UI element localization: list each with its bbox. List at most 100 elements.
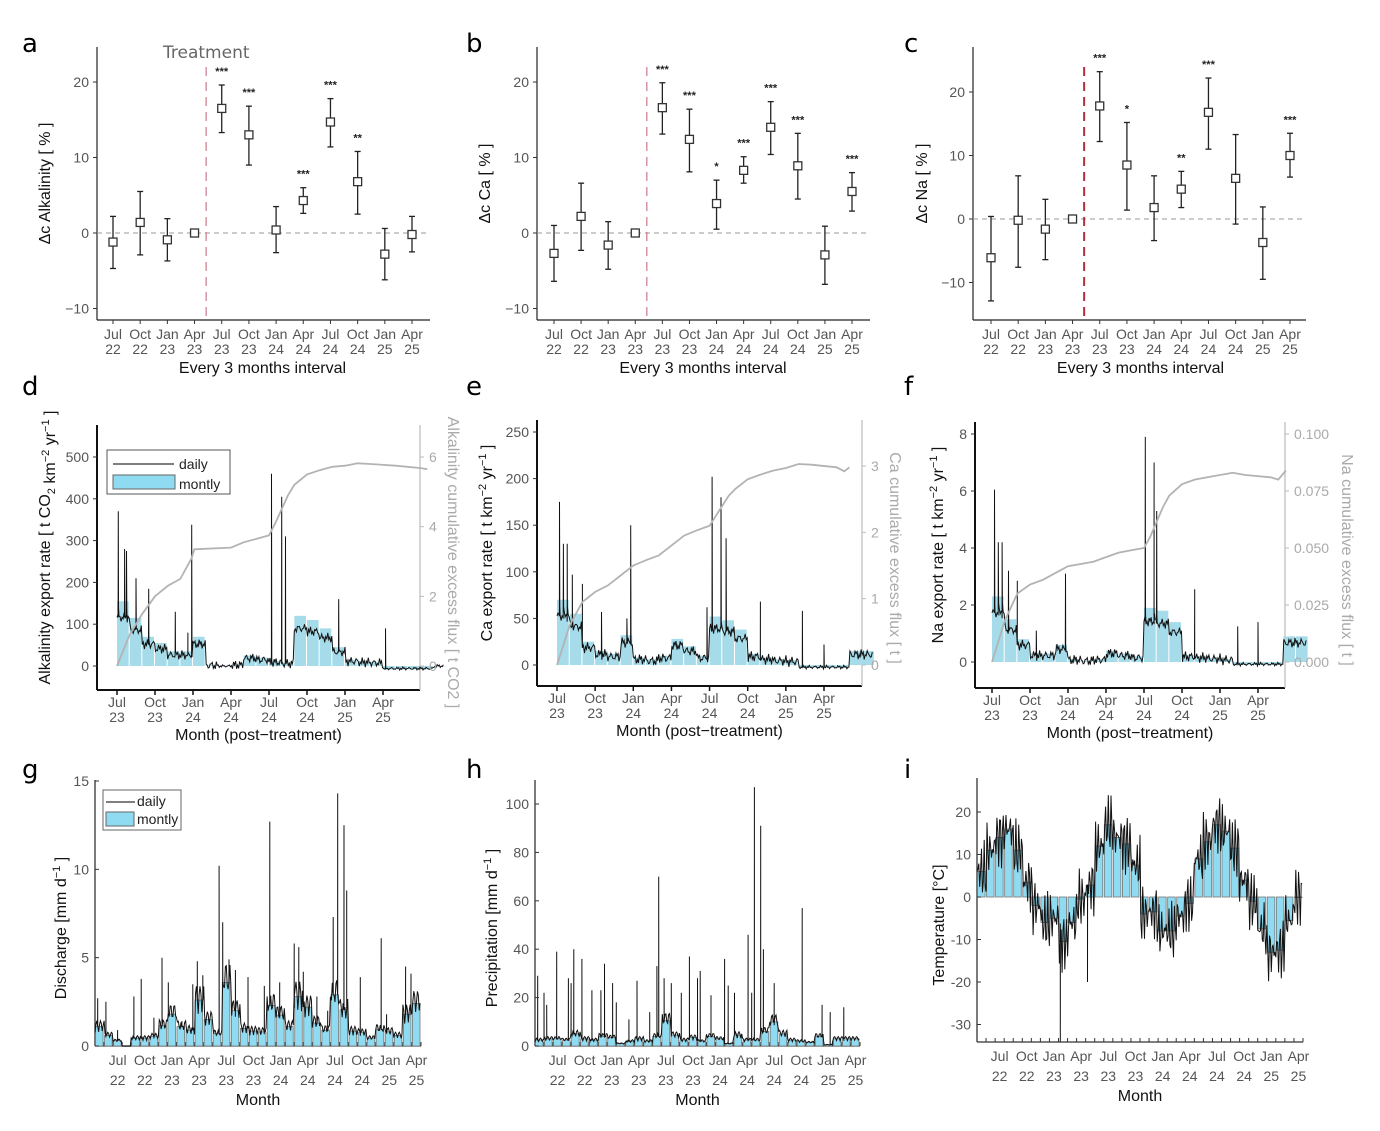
data-point-square (1013, 215, 1023, 225)
x-tick-label-month: Jul (1091, 326, 1109, 342)
x-tick-label-year: 23 (1101, 1068, 1117, 1084)
x-tick-label-month: Oct (296, 694, 318, 710)
x-tick-label-month: Oct (243, 1052, 265, 1068)
significance-marker: *** (1093, 53, 1107, 65)
monthly-bar (849, 651, 862, 665)
monthly-bar (842, 1038, 851, 1047)
x-tick-label-year: 25 (816, 705, 832, 721)
data-point-square (162, 235, 173, 245)
panel-b: 20100−10Jul22Oct22Jan23Apr23Jul23Oct23Ja… (477, 47, 870, 377)
x-tick-label-year: 23 (658, 1072, 674, 1088)
monthly-bar (218, 666, 230, 667)
x-tick-label-month: Apr (736, 1052, 758, 1068)
monthly-bar (1093, 659, 1105, 662)
monthly-bar (267, 1004, 276, 1047)
x-tick-label-month: Jul (548, 690, 566, 706)
data-point-square (576, 211, 586, 222)
x-tick-label-year: 23 (191, 1072, 207, 1088)
x-tick-label-month: Apr (1247, 692, 1269, 708)
monthly-bar (1212, 824, 1221, 898)
x-tick-label-month: Apr (1179, 1048, 1201, 1064)
x-tick-label-month: Jan (1252, 326, 1275, 342)
legend-monthly-label: montly (179, 476, 220, 492)
x-tick-label-year: 24 (794, 1072, 810, 1088)
x-tick-label-month: Jan (1151, 1048, 1174, 1064)
y-axis-title: Δc Alkalinity [ % ] (37, 123, 54, 245)
y-tick-label: 60 (513, 893, 529, 909)
x-tick-label-year: 23 (549, 705, 565, 721)
x-tick-label-year: 23 (187, 341, 203, 357)
x-tick-label-year: 25 (377, 341, 393, 357)
x-tick-label-year: 24 (1174, 707, 1190, 723)
significance-marker: *** (846, 154, 860, 166)
monthly-bar (646, 659, 658, 665)
x-tick-label-year: 23 (219, 1072, 235, 1088)
x-tick-label-month: Apr (220, 694, 242, 710)
x-tick-label-year: 23 (682, 341, 698, 357)
x-tick-label-month: Apr (1095, 692, 1117, 708)
right-y-axis-title: Alkalinity cumulative excess flux [ t CO… (444, 417, 461, 709)
x-tick-label-month: Jul (545, 326, 563, 342)
x-tick-label-month: Apr (1062, 326, 1084, 342)
monthly-bar (595, 651, 607, 665)
x-tick-label-year: 23 (600, 341, 616, 357)
monthly-bar (684, 646, 696, 665)
x-tick-label-month: Jul (217, 1052, 235, 1068)
monthly-bar (140, 1037, 149, 1047)
x-tick-label-month: Oct (1233, 1048, 1255, 1064)
data-point-square (325, 117, 336, 127)
monthly-bar (569, 613, 582, 665)
right-y-tick-label: 0.000 (1294, 654, 1329, 670)
x-tick-label-month: Jan (600, 1052, 623, 1068)
x-tick-label-year: 24 (709, 341, 725, 357)
x-tick-label-year: 24 (185, 709, 201, 725)
right-y-tick-label: 6 (429, 449, 437, 465)
monthly-bar (742, 1039, 752, 1047)
x-tick-label-month: Jan (1057, 692, 1080, 708)
y-tick-label: 500 (66, 449, 90, 465)
x-tick-label-year: 25 (337, 709, 353, 725)
x-tick-label-year: 24 (740, 705, 756, 721)
x-tick-label-year: 22 (983, 341, 999, 357)
x-tick-label-year: 22 (577, 1072, 593, 1088)
x-tick-label-month: Apr (733, 326, 755, 342)
panel-h: 0 20 40 60 80 100 Jul 22 Oct 22 Jan 23 Apr 23 Jul 23 Oct… (482, 780, 867, 1109)
x-tick-label-year: 24 (1173, 341, 1189, 357)
panel-d: 01002003004005000246Jul23Oct23Jan24Apr24… (37, 411, 461, 744)
panel-e: 0501001502002500123Jul23Oct23Jan24Apr24J… (477, 420, 903, 740)
x-tick-label-month: Apr (841, 326, 863, 342)
monthly-bar (811, 665, 823, 668)
monthly-bar (658, 655, 671, 665)
monthly-bar (1030, 653, 1042, 662)
monthly-bar (307, 620, 319, 666)
x-tick-label-year: 24 (1228, 341, 1244, 357)
data-point-square (766, 122, 776, 132)
monthly-bar (778, 1033, 788, 1047)
x-tick-label-year: 24 (300, 1072, 316, 1088)
legend-monthly-swatch (112, 474, 176, 490)
y-tick-label: 10 (73, 861, 89, 877)
x-tick-label-month: Jan (622, 690, 645, 706)
monthly-bar (557, 599, 569, 665)
data-point-square (738, 165, 749, 175)
y-tick-label: −10 (505, 301, 529, 317)
x-tick-label-year: 24 (664, 705, 680, 721)
y-tick-label: 20 (955, 804, 971, 820)
monthly-bar (212, 1033, 222, 1047)
data-point-square (1203, 107, 1214, 117)
x-tick-label-month: Jul (982, 326, 1000, 342)
x-tick-label-month: Oct (682, 1052, 704, 1068)
monthly-bar (769, 1021, 779, 1047)
y-tick-label: 100 (506, 796, 530, 812)
monthly-bar (117, 601, 129, 666)
y-tick-label: 50 (513, 610, 529, 626)
x-tick-label-year: 24 (1201, 341, 1217, 357)
data-point-square (1095, 101, 1105, 111)
right-y-axis-title: Na cumulative excess flux [ t ] (1338, 454, 1355, 666)
x-tick-label-year: 24 (273, 1072, 289, 1088)
monthly-bar (129, 617, 142, 666)
x-axis-title: Month (236, 1092, 280, 1109)
y-tick-label: 10 (949, 148, 965, 164)
x-tick-label-year: 25 (1250, 707, 1266, 723)
x-axis-title: Every 3 months interval (179, 360, 346, 377)
